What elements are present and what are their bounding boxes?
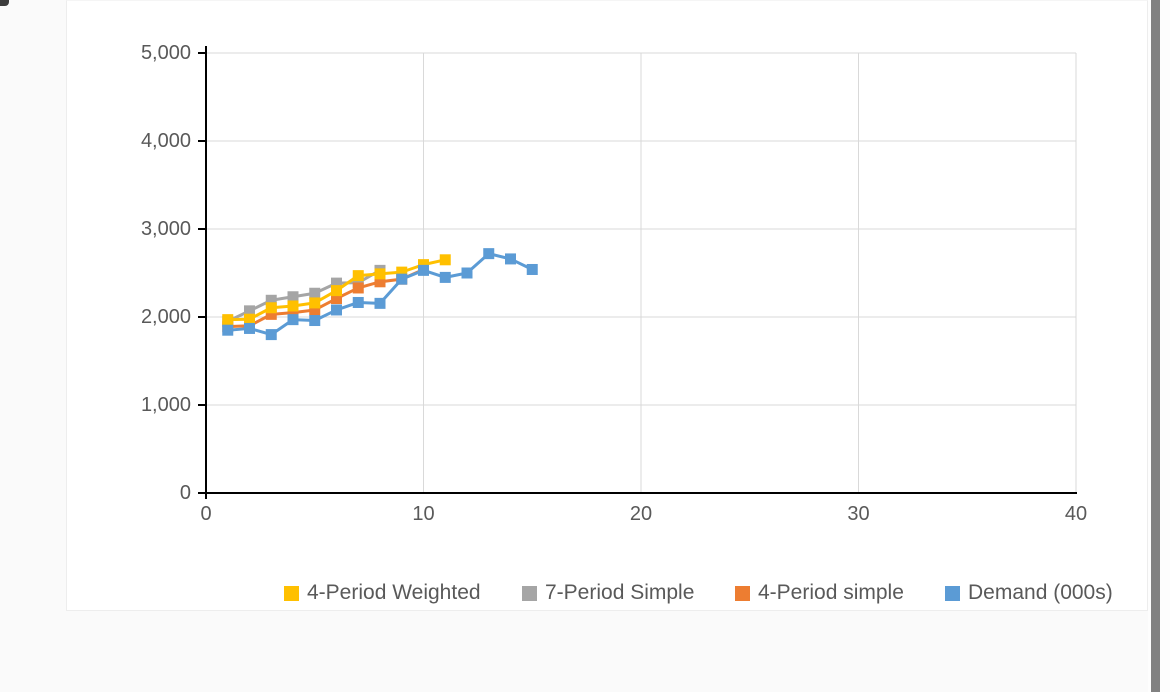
data-point-marker <box>309 287 321 299</box>
data-point-marker <box>287 300 299 312</box>
legend-swatch <box>522 585 537 601</box>
y-axis-tick-label: 5,000 <box>140 42 191 64</box>
data-point-marker <box>505 253 516 265</box>
data-point-marker <box>287 291 299 303</box>
data-point-marker <box>265 308 277 320</box>
data-point-marker <box>244 322 255 334</box>
data-point-marker <box>244 305 255 317</box>
data-point-marker <box>222 324 234 336</box>
legend-item-demand-000s-: Demand (000s) <box>945 580 1113 606</box>
chart-panel: 0 1,000 2,000 3,000 4,000 5,000 0 10 20 30 40 4-P… <box>66 0 1148 611</box>
data-point-marker <box>526 263 538 275</box>
scrollbar-thumb[interactable] <box>1151 0 1160 692</box>
legend-item-4-period-weighted: 4-Period Weighted <box>284 580 481 606</box>
y-axis-tick-label: 3,000 <box>140 218 191 240</box>
chart-plot-area <box>198 46 1077 499</box>
data-point-marker <box>374 268 386 280</box>
data-point-marker <box>418 259 429 271</box>
series-4-period-weighted <box>222 254 451 326</box>
y-axis-tick-label: 0 <box>179 482 191 504</box>
data-point-marker <box>331 304 342 316</box>
data-point-marker <box>331 285 342 297</box>
data-point-marker <box>331 293 342 305</box>
data-point-marker <box>374 297 386 309</box>
data-point-marker <box>374 276 386 288</box>
data-point-marker <box>309 315 321 327</box>
data-point-marker <box>309 304 321 316</box>
data-point-marker <box>309 297 321 309</box>
data-point-marker <box>439 254 451 266</box>
chart-legend: 4-Period Weighted 7-Period Simple 4-Period… <box>67 580 1149 606</box>
data-point-marker <box>418 264 429 276</box>
data-point-marker <box>396 266 408 278</box>
legend-item-4-period-simple: 4-Period simple <box>735 580 904 606</box>
data-point-marker <box>222 314 234 326</box>
legend-label: 4-Period simple <box>758 581 904 604</box>
data-point-marker <box>287 314 299 326</box>
data-point-marker <box>352 296 364 308</box>
x-axis-tick-label: 30 <box>847 503 870 525</box>
legend-label: Demand (000s) <box>968 581 1113 604</box>
data-point-marker <box>287 307 299 319</box>
data-point-marker <box>265 329 277 341</box>
series-line <box>227 268 425 329</box>
scrollbar-track[interactable] <box>1148 0 1170 692</box>
data-point-marker <box>461 267 473 279</box>
legend-swatch <box>735 585 750 601</box>
corner-mark <box>0 0 9 6</box>
y-axis-tick-label: 4,000 <box>140 130 191 152</box>
legend-label: 4-Period Weighted <box>307 581 481 604</box>
data-point-marker <box>265 294 277 306</box>
y-axis-tick-label: 2,000 <box>140 306 191 328</box>
x-axis-tick-label: 10 <box>412 503 435 525</box>
data-point-marker <box>331 277 342 289</box>
legend-swatch <box>284 585 299 601</box>
x-axis-tick-label: 20 <box>629 503 653 525</box>
legend-swatch <box>945 585 960 601</box>
data-point-marker <box>265 302 277 314</box>
data-point-marker <box>244 313 255 325</box>
data-point-marker <box>352 270 364 282</box>
data-point-marker <box>396 273 408 285</box>
series-demand-000s- <box>222 248 538 341</box>
x-axis-tick-label: 40 <box>1064 503 1088 525</box>
data-point-marker <box>483 248 495 260</box>
legend-label: 7-Period Simple <box>545 581 695 604</box>
legend-item-7-period-simple: 7-Period Simple <box>522 580 694 606</box>
data-point-marker <box>352 282 364 294</box>
data-point-marker <box>439 271 451 283</box>
x-axis-tick-label: 0 <box>200 503 212 525</box>
y-axis-tick-label: 1,000 <box>140 394 191 416</box>
